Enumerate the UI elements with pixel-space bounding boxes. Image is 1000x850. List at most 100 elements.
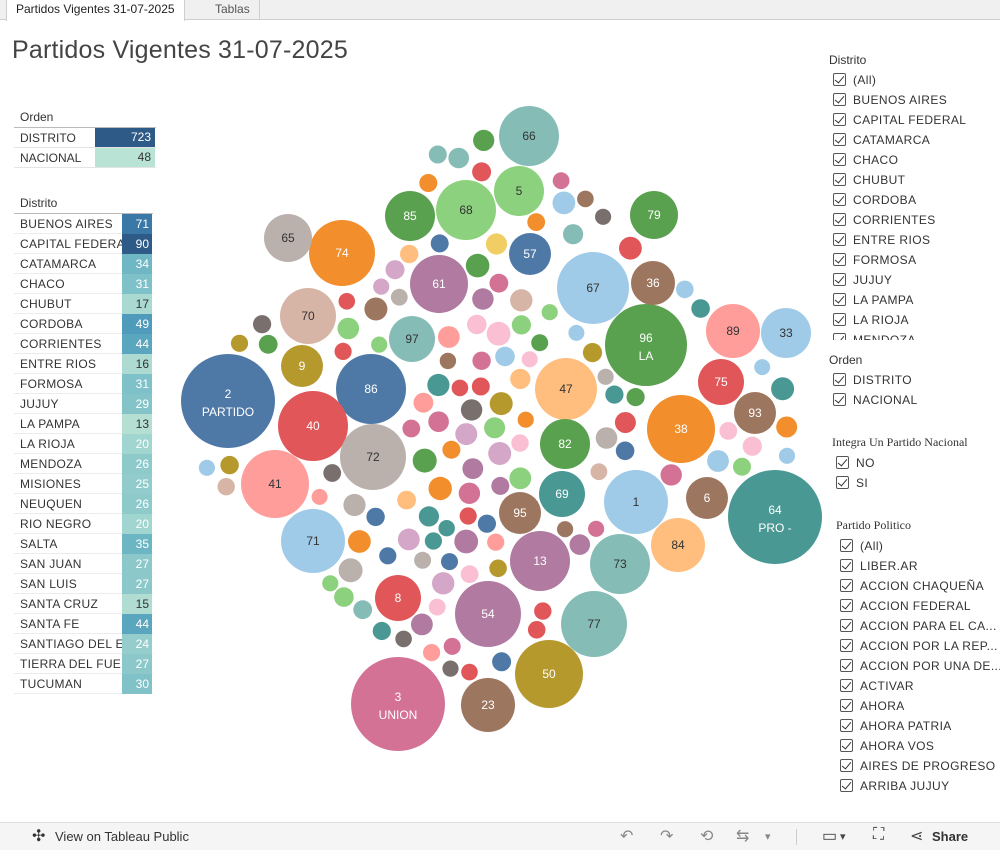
party-bubble[interactable] xyxy=(437,326,460,348)
checkbox-checked-icon[interactable] xyxy=(833,133,846,146)
party-bubble-labeled[interactable]: 23 xyxy=(461,678,515,732)
party-bubble[interactable] xyxy=(322,575,339,592)
party-bubble-labeled[interactable]: 84 xyxy=(651,518,705,572)
party-bubble[interactable] xyxy=(651,518,705,572)
checkbox-checked-icon[interactable] xyxy=(840,559,853,572)
party-bubble-labeled[interactable]: 41 xyxy=(241,450,309,518)
party-bubble[interactable] xyxy=(428,145,447,164)
party-bubble[interactable] xyxy=(428,476,452,501)
party-bubble[interactable] xyxy=(517,411,534,428)
party-bubble[interactable] xyxy=(438,520,455,537)
party-bubble[interactable] xyxy=(569,534,591,555)
checkbox-checked-icon[interactable] xyxy=(833,233,846,246)
distrito-row[interactable]: LA RIOJA 20 xyxy=(14,434,153,454)
party-bubble[interactable] xyxy=(563,224,584,245)
party-bubble[interactable] xyxy=(411,613,433,636)
party-bubble[interactable] xyxy=(534,602,552,620)
party-bubble-labeled[interactable]: 57 xyxy=(509,233,551,275)
distrito-row[interactable]: CAPITAL FEDERAL 90 xyxy=(14,234,153,254)
party-bubble[interactable] xyxy=(540,419,590,469)
party-bubble[interactable] xyxy=(397,528,420,551)
party-bubble[interactable] xyxy=(428,411,449,433)
party-bubble[interactable] xyxy=(626,388,645,407)
party-bubble[interactable] xyxy=(577,190,594,208)
party-bubble-labeled[interactable]: 82 xyxy=(540,419,590,469)
party-bubble[interactable] xyxy=(253,315,272,334)
party-bubble-labeled[interactable]: 86 xyxy=(336,354,406,424)
party-bubble[interactable] xyxy=(390,288,408,306)
party-bubble[interactable] xyxy=(410,255,468,313)
party-bubble[interactable] xyxy=(531,334,549,352)
checkbox-checked-icon[interactable] xyxy=(840,659,853,672)
checkbox-checked-icon[interactable] xyxy=(833,373,846,386)
party-bubble[interactable] xyxy=(442,660,459,677)
party-bubble-labeled[interactable]: 61 xyxy=(410,255,468,313)
party-bubble[interactable] xyxy=(309,220,375,286)
party-bubble[interactable] xyxy=(494,166,544,216)
party-bubble[interactable] xyxy=(487,533,505,551)
party-bubble[interactable] xyxy=(477,514,496,533)
party-bubble-labeled[interactable]: 72 xyxy=(340,424,406,490)
party-bubble[interactable] xyxy=(561,591,627,657)
distrito-row[interactable]: MISIONES 25 xyxy=(14,474,153,494)
distrito-row[interactable]: CHUBUT 17 xyxy=(14,294,153,314)
checkbox-checked-icon[interactable] xyxy=(840,739,853,752)
party-bubble[interactable] xyxy=(343,493,366,517)
party-bubble[interactable] xyxy=(486,321,511,346)
party-bubble[interactable] xyxy=(336,354,406,424)
party-bubble[interactable] xyxy=(371,336,388,353)
checkbox-checked-icon[interactable] xyxy=(833,213,846,226)
distrito-row[interactable]: SAN LUIS 27 xyxy=(14,574,153,594)
party-bubble-labeled[interactable]: 13 xyxy=(510,531,570,591)
party-bubble-labeled[interactable]: 75 xyxy=(698,359,744,405)
party-bubble[interactable] xyxy=(472,351,491,370)
party-bubble[interactable] xyxy=(491,476,510,495)
checkbox-checked-icon[interactable] xyxy=(833,113,846,126)
party-bubble[interactable] xyxy=(385,191,435,241)
party-bubble[interactable] xyxy=(588,520,605,537)
share-icon[interactable]: ⋖ xyxy=(910,828,924,845)
checkbox-checked-icon[interactable] xyxy=(833,333,846,340)
party-bubble[interactable] xyxy=(400,244,419,264)
party-bubble-labeled[interactable]: 71 xyxy=(281,509,345,573)
party-bubble[interactable] xyxy=(280,288,336,344)
party-bubble[interactable] xyxy=(706,304,760,358)
view-on-tableau-public-link[interactable]: View on Tableau Public xyxy=(55,829,189,844)
checkbox-checked-icon[interactable] xyxy=(840,579,853,592)
party-bubble[interactable] xyxy=(527,213,546,232)
distrito-row[interactable]: CHACO 31 xyxy=(14,274,153,294)
checkbox-checked-icon[interactable] xyxy=(840,619,853,632)
party-bubble[interactable] xyxy=(467,314,487,335)
party-bubble[interactable] xyxy=(412,448,437,473)
party-bubble-labeled[interactable]: 73 xyxy=(590,534,650,594)
party-bubble[interactable] xyxy=(734,392,776,434)
party-bubble[interactable] xyxy=(568,324,585,341)
party-bubble-labeled[interactable]: 5 xyxy=(494,166,544,216)
party-bubble[interactable] xyxy=(552,191,576,215)
distrito-row[interactable]: CORRIENTES 44 xyxy=(14,334,153,354)
undo-icon[interactable]: ↶ xyxy=(620,828,634,845)
party-bubble-labeled[interactable]: 47 xyxy=(535,358,597,420)
party-bubble[interactable] xyxy=(472,162,492,182)
party-bubble[interactable] xyxy=(557,252,629,324)
distrito-filter-list[interactable]: (All) BUENOS AIRES CAPITAL FEDERAL CATAMARC… xyxy=(829,70,994,340)
party-bubble[interactable] xyxy=(590,534,650,594)
party-bubble-labeled[interactable]: 67 xyxy=(557,252,629,324)
party-bubble-labeled[interactable]: 64 PRO - xyxy=(728,470,822,564)
party-bubble[interactable] xyxy=(311,488,328,505)
party-bubble[interactable] xyxy=(461,678,515,732)
party-bubble[interactable] xyxy=(590,463,608,481)
party-bubble[interactable] xyxy=(471,377,490,396)
download-icon[interactable]: ▭ xyxy=(822,828,838,845)
party-bubble[interactable] xyxy=(605,304,687,386)
party-bubble[interactable] xyxy=(552,172,570,190)
party-bubble[interactable] xyxy=(707,450,729,472)
party-bubble[interactable] xyxy=(510,531,570,591)
party-bubble[interactable] xyxy=(281,345,323,387)
checkbox-checked-icon[interactable] xyxy=(833,193,846,206)
party-bubble-labeled[interactable]: 2 PARTIDO xyxy=(181,354,275,448)
distrito-row[interactable]: JUJUY 29 xyxy=(14,394,153,414)
party-bubble[interactable] xyxy=(742,436,762,456)
party-bubble[interactable] xyxy=(337,317,360,340)
party-bubble[interactable] xyxy=(472,288,494,310)
